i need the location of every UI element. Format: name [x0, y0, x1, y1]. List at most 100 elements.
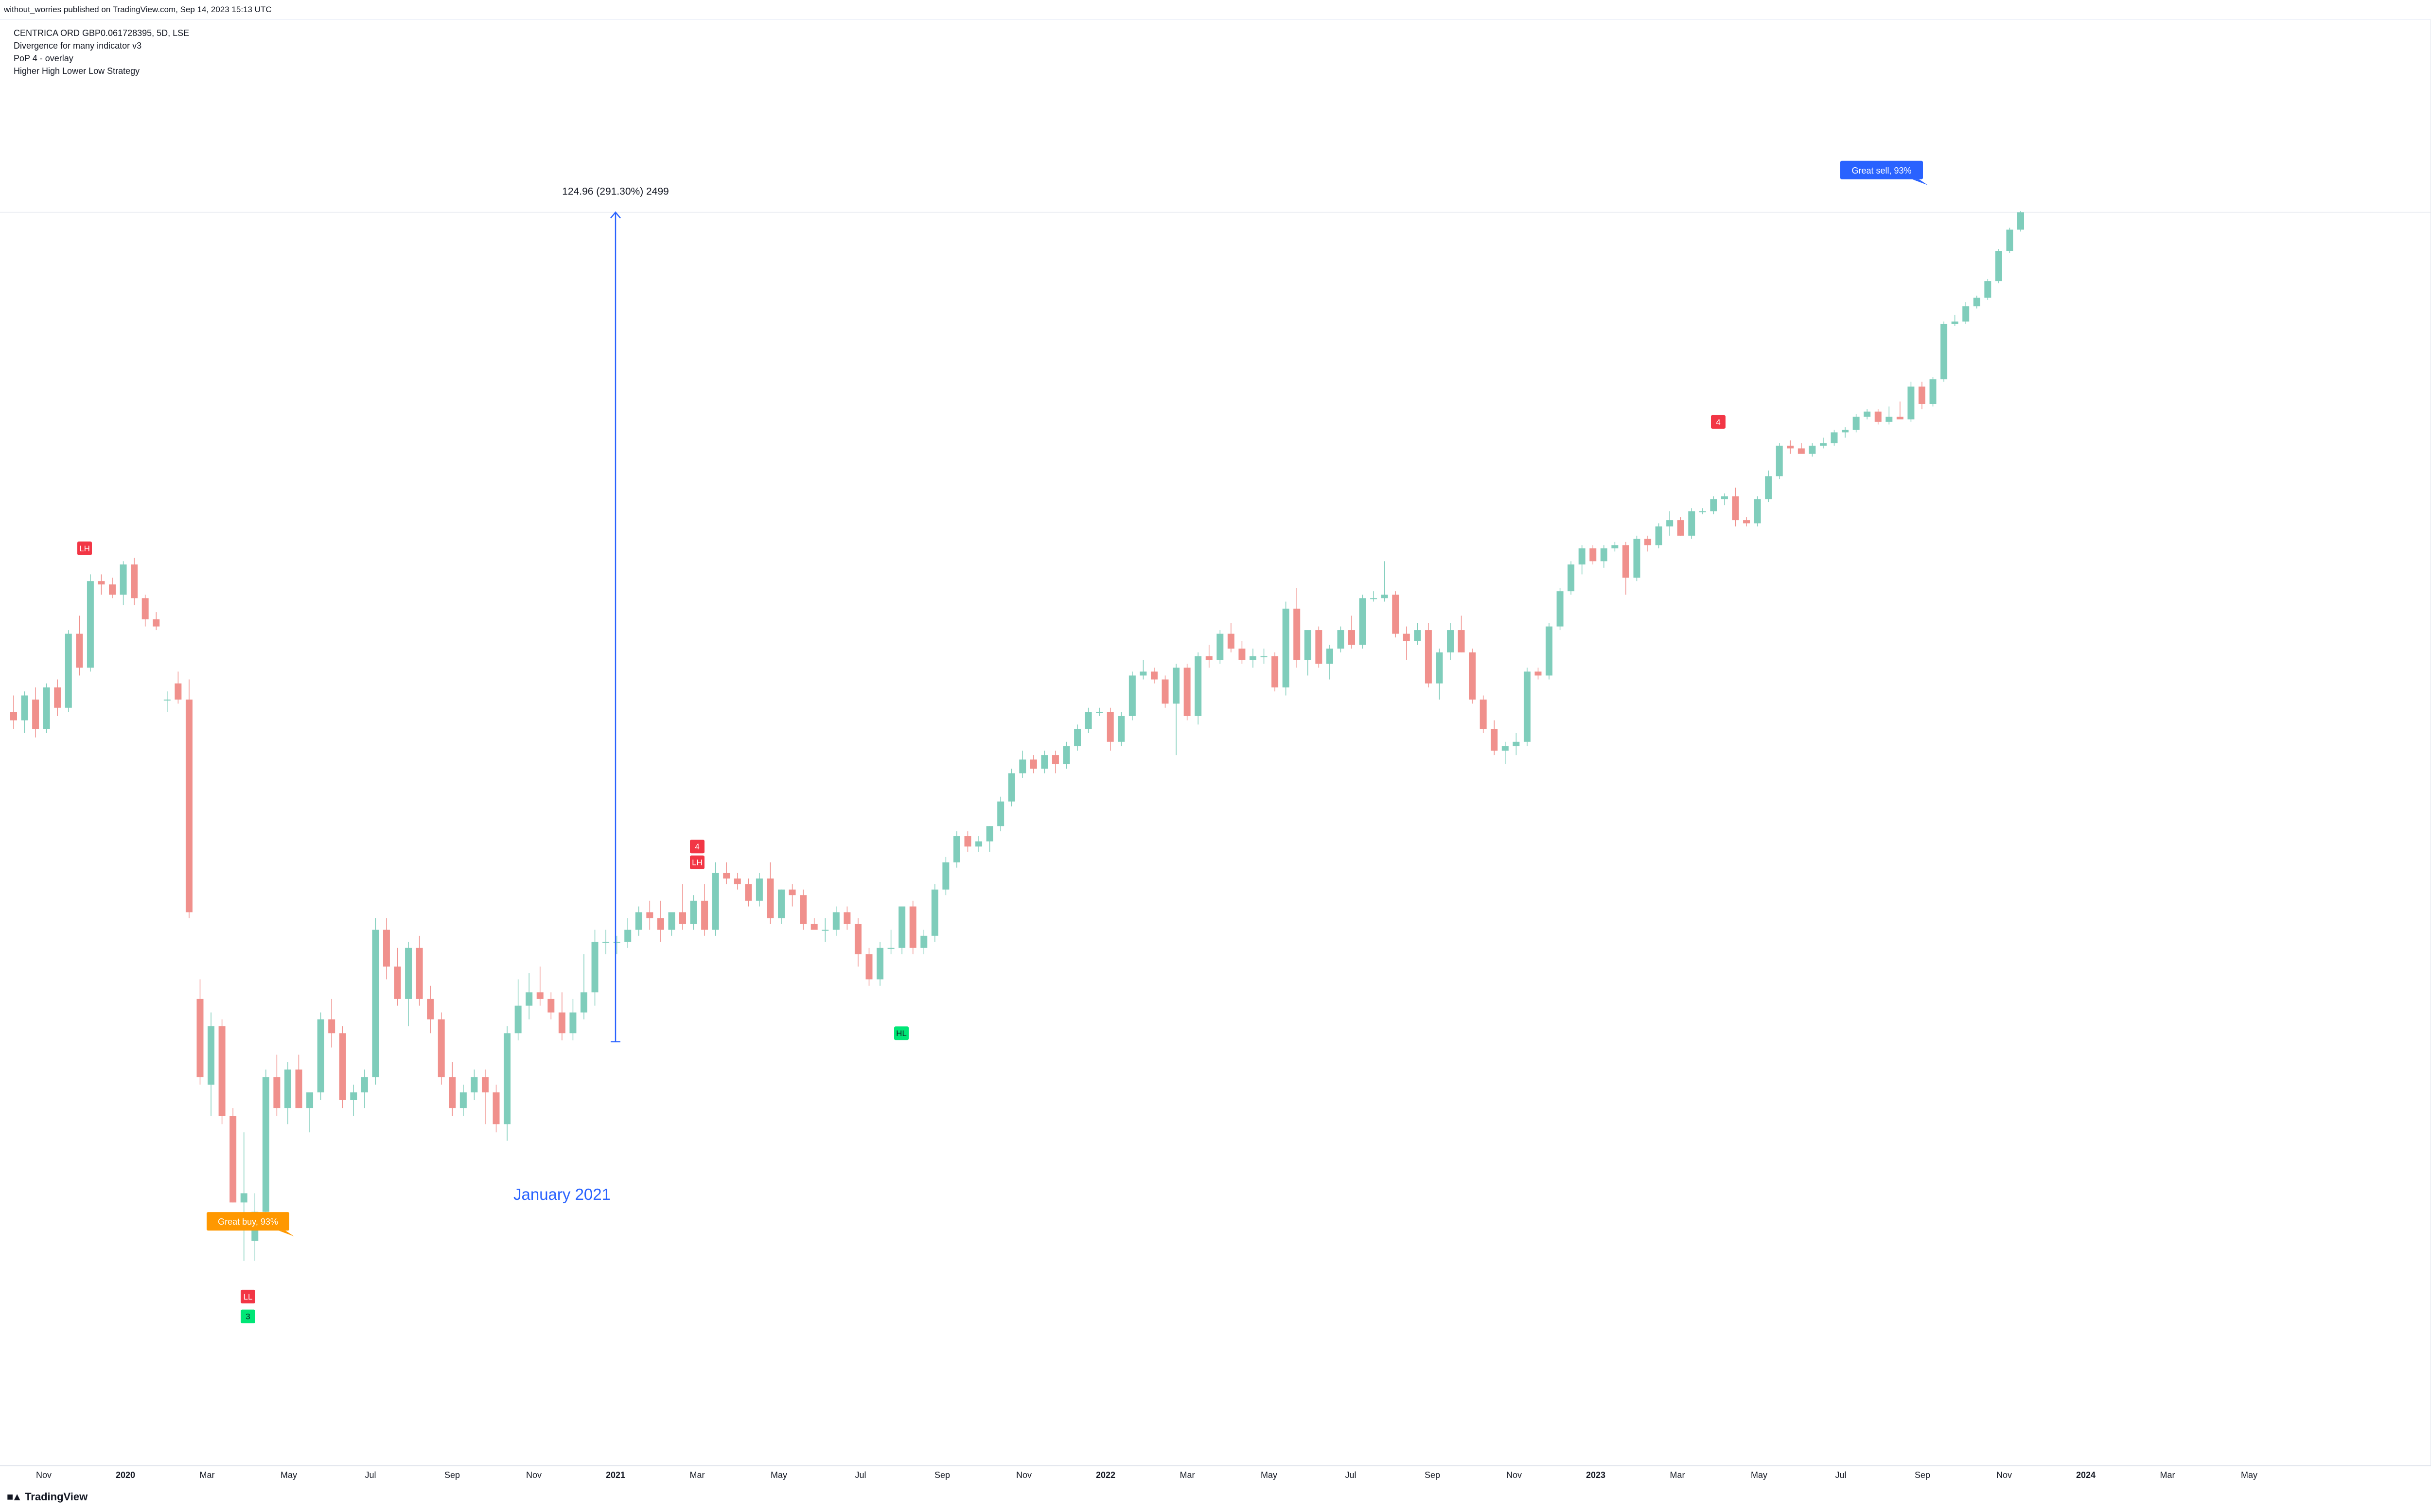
time-tick-label: Sep: [1915, 1470, 1930, 1480]
candle-body: [1754, 499, 1761, 524]
marker-box: [241, 1309, 255, 1323]
time-tick-label: Mar: [1670, 1470, 1685, 1480]
time-axis[interactable]: Nov 2020 Mar May Jul Sep Nov 2021 Mar May Jul Sep No…: [36, 1470, 2257, 1480]
marker-box: [690, 840, 705, 854]
candle-body: [1096, 712, 1103, 713]
sell-signal-pointer: [1912, 179, 1928, 185]
candle-body: [1436, 652, 1443, 684]
time-tick-label: Jul: [1835, 1470, 1846, 1480]
candlestick-series: [10, 211, 2024, 1261]
candle-body: [240, 1193, 247, 1203]
candle-body: [350, 1092, 357, 1100]
candle-body: [865, 954, 873, 980]
candle-body: [920, 935, 928, 948]
candle-body: [756, 878, 763, 901]
indicator-hhll[interactable]: Higher High Lower Low Strategy: [14, 66, 140, 76]
candle-body: [185, 699, 193, 913]
candle-body: [1392, 595, 1399, 634]
candle-body: [1205, 656, 1213, 660]
symbol-title[interactable]: CENTRICA ORD GBP0.061728395, 5D, LSE: [14, 28, 190, 38]
marker-box: [1711, 415, 1726, 429]
brand-name: TradingView: [25, 1491, 88, 1503]
candle-body: [635, 912, 642, 930]
candle-body: [1611, 545, 1619, 548]
candle-body: [1765, 476, 1772, 499]
candle-body: [1600, 548, 1607, 562]
indicator-divergence[interactable]: Divergence for many indicator v3: [14, 41, 142, 51]
sell-signal-tag: [1840, 160, 1923, 179]
candle-body: [1140, 671, 1147, 676]
time-tick-label: Nov: [36, 1470, 52, 1480]
candle-body: [690, 900, 697, 924]
candle-body: [1864, 411, 1871, 417]
time-tick-label: May: [281, 1470, 297, 1480]
candle-body: [229, 1116, 237, 1203]
time-tick-label: Nov: [1996, 1470, 2012, 1480]
candle-body: [2017, 212, 2024, 230]
time-tick-label: May: [1751, 1470, 1767, 1480]
candle-body: [295, 1069, 302, 1108]
candle-body: [745, 884, 752, 901]
candle-body: [1918, 387, 1925, 404]
time-tick-label: May: [1261, 1470, 1277, 1480]
candle-body: [1447, 630, 1454, 652]
candle-body: [1195, 656, 1202, 716]
time-tick-label: Sep: [934, 1470, 950, 1480]
indicator-pop4[interactable]: PoP 4 - overlay: [14, 53, 73, 63]
buy-signal-tag: [207, 1212, 289, 1231]
candle-body: [1118, 716, 1125, 742]
candle-body: [2006, 229, 2013, 251]
candle-body: [1359, 598, 1366, 645]
candle-body: [1874, 411, 1882, 422]
candle-body: [997, 801, 1004, 826]
marker-box: [77, 541, 92, 555]
candle-body: [1041, 755, 1048, 769]
candle-body: [87, 581, 94, 668]
candle-body: [1315, 630, 1322, 664]
candle-body: [120, 564, 127, 595]
candle-body: [383, 930, 390, 967]
candle-body: [778, 889, 785, 918]
time-tick-label: May: [771, 1470, 787, 1480]
candle-body: [931, 889, 938, 936]
candle-body: [1227, 633, 1234, 649]
time-tick-label: Jul: [855, 1470, 866, 1480]
candle-body: [1052, 755, 1059, 764]
candle-body: [1809, 445, 1816, 454]
marker-box: [241, 1289, 255, 1303]
tradingview-logo[interactable]: ■▲ TradingView: [7, 1491, 88, 1503]
candle-body: [1699, 511, 1706, 512]
candle-body: [877, 948, 884, 980]
candle-body: [909, 906, 916, 948]
time-tick-label: Mar: [1180, 1470, 1195, 1480]
candle-body: [624, 930, 632, 942]
candle-body: [1776, 445, 1783, 476]
candle-body: [1896, 417, 1903, 420]
candle-body: [1534, 671, 1542, 676]
candle-body: [767, 878, 774, 918]
candle-body: [1501, 746, 1509, 751]
candle-body: [591, 942, 599, 993]
candle-body: [21, 695, 28, 721]
candle-body: [1293, 608, 1301, 660]
candle-body: [1249, 656, 1256, 660]
candle-body: [10, 712, 17, 721]
candle-body: [317, 1019, 324, 1092]
candle-body: [1282, 608, 1289, 687]
time-tick-label: 2021: [606, 1470, 625, 1480]
candle-body: [1173, 668, 1180, 704]
candle-body: [1962, 306, 1970, 322]
time-tick-label: 2023: [1586, 1470, 1605, 1480]
candle-body: [1578, 548, 1585, 565]
signal-markers: LH 4 LH HL LL 3 4 Great buy, 93% Great sell, 93%: [77, 160, 1928, 1323]
candle-body: [1063, 746, 1070, 764]
candle-body: [580, 992, 587, 1013]
candle-body: [1370, 598, 1377, 599]
candle-body: [646, 912, 653, 918]
candle-body: [54, 687, 61, 708]
candle-body: [328, 1019, 335, 1034]
candle-body: [1491, 729, 1498, 751]
time-tick-label: Jul: [1345, 1470, 1356, 1480]
candle-body: [153, 619, 160, 627]
